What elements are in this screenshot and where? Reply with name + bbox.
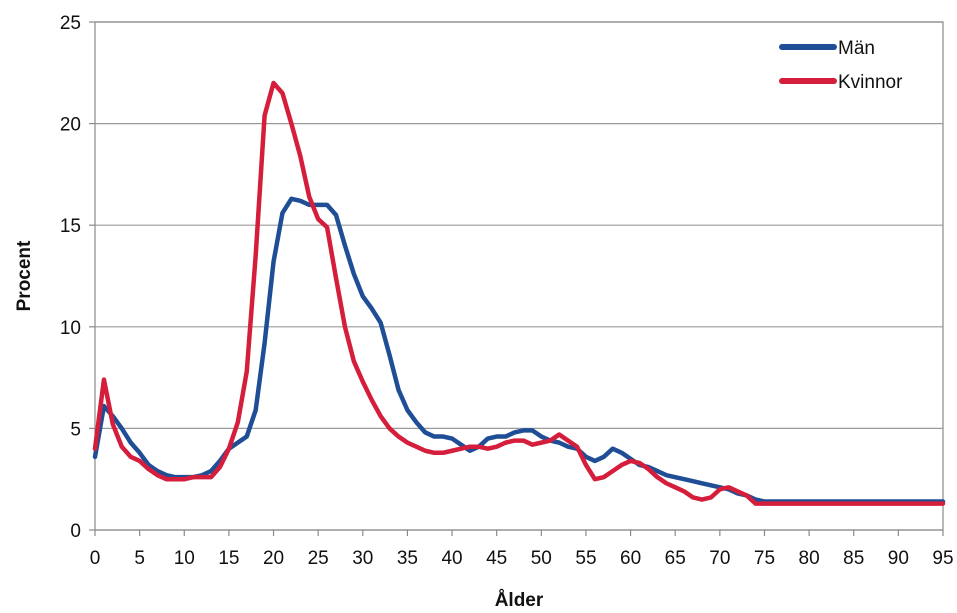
x-tick-label-30: 30 (352, 548, 373, 569)
x-tick-label-45: 45 (486, 548, 507, 569)
x-tick-label-95: 95 (932, 548, 953, 569)
series-line-1 (92, 80, 946, 506)
x-tick-label-0: 0 (90, 548, 101, 569)
x-tick-label-40: 40 (441, 548, 462, 569)
x-tick-label-55: 55 (575, 548, 596, 569)
x-tick-label-70: 70 (709, 548, 730, 569)
y-axis-title: Procent (14, 240, 35, 311)
x-tick-label-25: 25 (308, 548, 329, 569)
y-tick-label-15: 15 (60, 216, 81, 237)
y-tick-label-20: 20 (60, 115, 81, 136)
x-tick-label-60: 60 (620, 548, 641, 569)
x-axis-title: Ålder (495, 590, 544, 611)
legend-label-man: Män (838, 38, 875, 59)
legend: Män Kvinnor (779, 38, 903, 93)
x-tick-label-80: 80 (799, 548, 820, 569)
x-tick-label-10: 10 (174, 548, 195, 569)
x-tick-label-35: 35 (397, 548, 418, 569)
x-axis-ticks: 0 5 10 15 20 25 30 35 40 45 50 55 60 65 70 75 80 85 90 95 (90, 530, 954, 569)
x-tick-label-50: 50 (531, 548, 552, 569)
y-tick-label-25: 25 (60, 13, 81, 34)
x-tick-label-85: 85 (843, 548, 864, 569)
x-tick-label-75: 75 (754, 548, 775, 569)
x-tick-label-5: 5 (134, 548, 145, 569)
gridlines (95, 21, 943, 531)
y-axis-ticks: 0 5 10 15 20 25 (60, 13, 95, 542)
x-tick-label-15: 15 (218, 548, 239, 569)
y-tick-label-0: 0 (70, 521, 81, 542)
legend-label-kvinnor: Kvinnor (838, 72, 903, 93)
y-tick-label-10: 10 (60, 318, 81, 339)
y-tick-label-5: 5 (70, 419, 81, 440)
series-lines (92, 80, 946, 506)
plot-area (94, 21, 944, 531)
x-tick-label-20: 20 (263, 548, 284, 569)
series-line-0 (92, 196, 946, 504)
x-tick-label-65: 65 (665, 548, 686, 569)
x-tick-label-90: 90 (888, 548, 909, 569)
